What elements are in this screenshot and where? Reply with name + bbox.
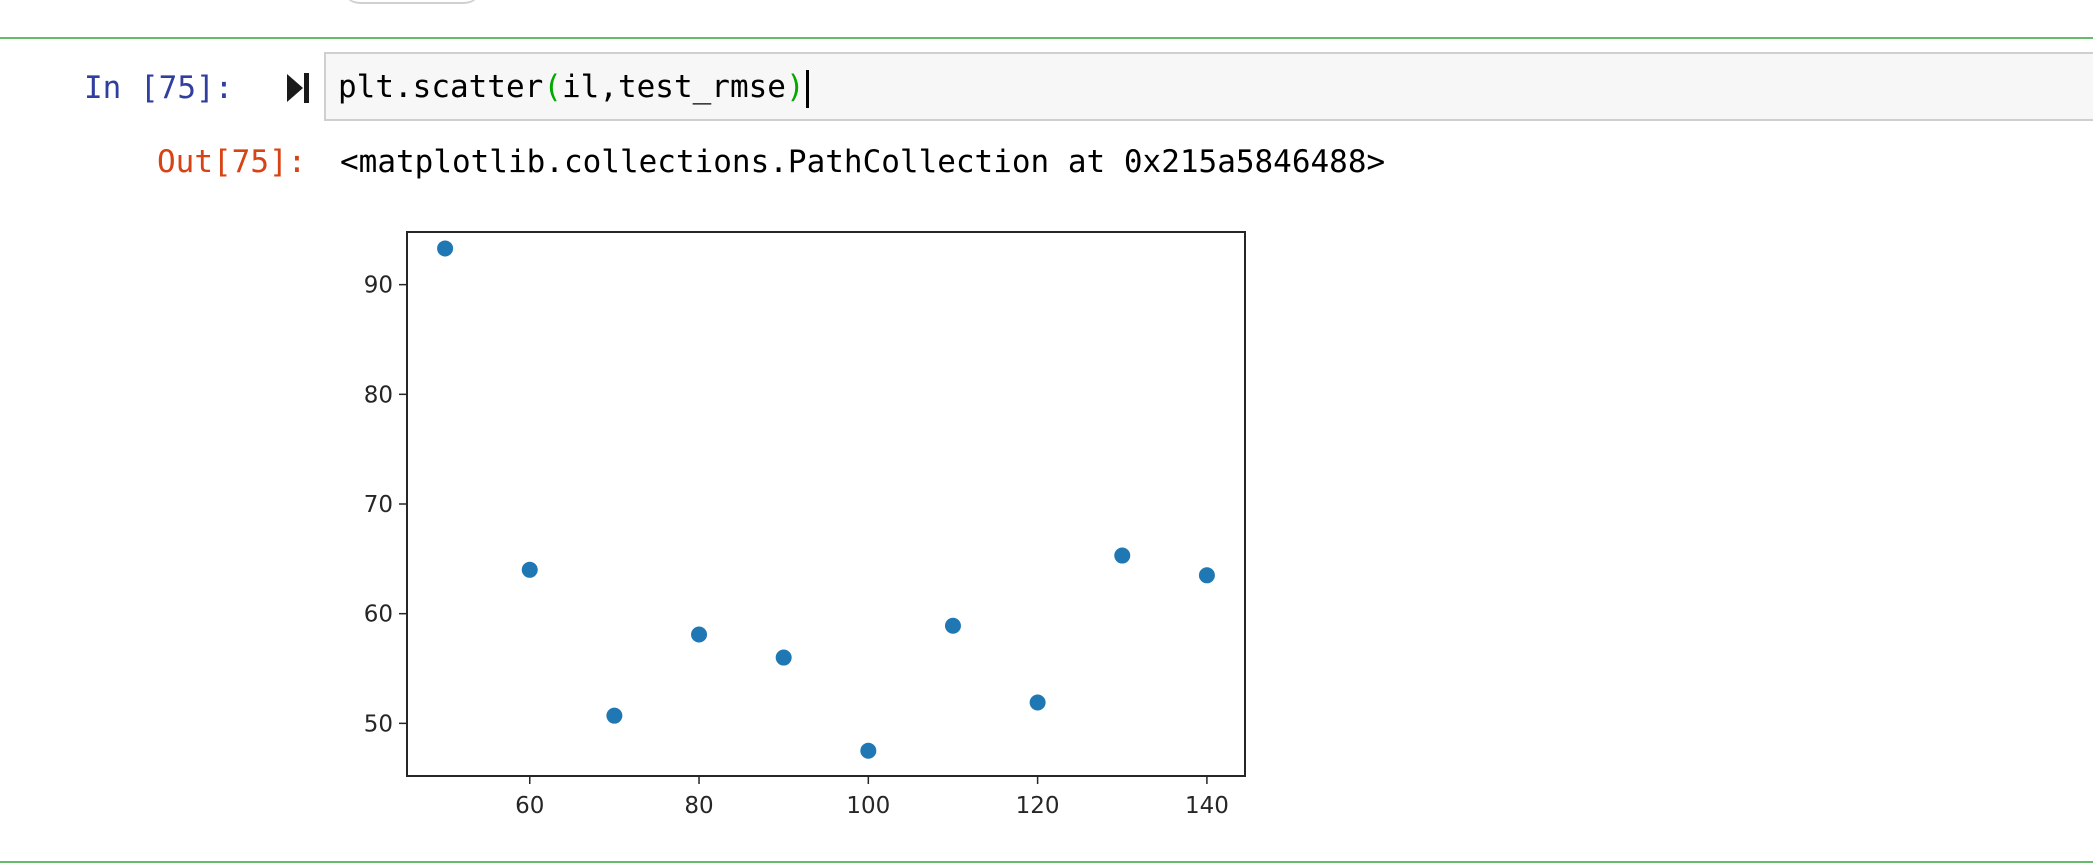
scatter-point xyxy=(437,240,454,257)
y-tick-label: 90 xyxy=(364,273,393,299)
code-open-paren: ( xyxy=(543,69,562,105)
y-tick-label: 50 xyxy=(364,711,393,737)
text-caret xyxy=(805,69,809,108)
cell-border-top xyxy=(0,37,2093,39)
scatter-point xyxy=(1029,694,1046,711)
y-tick-label: 70 xyxy=(364,492,393,518)
x-tick-label: 100 xyxy=(846,793,890,819)
previous-output-glyph xyxy=(342,0,482,4)
code-editor[interactable]: plt.scatter(il,test_rmse) xyxy=(324,52,2093,121)
run-bar-icon xyxy=(304,73,309,103)
run-triangle-icon xyxy=(287,74,303,102)
input-prompt: In [75]: xyxy=(84,70,234,106)
run-cell-icon[interactable] xyxy=(285,72,311,104)
code-function: plt.scatter xyxy=(338,69,544,105)
scatter-point xyxy=(521,561,538,578)
output-prompt: Out[75]: xyxy=(157,144,307,180)
previous-cell-output-tail xyxy=(0,0,2093,38)
y-tick-label: 60 xyxy=(364,602,393,628)
x-tick-label: 120 xyxy=(1016,793,1060,819)
scatter-point xyxy=(1198,567,1215,584)
x-tick-label: 80 xyxy=(684,793,713,819)
x-tick-label: 140 xyxy=(1185,793,1229,819)
scatter-point xyxy=(606,707,623,724)
axes-frame xyxy=(406,231,1246,777)
scatter-point xyxy=(944,617,961,634)
code-close-paren: ) xyxy=(785,69,805,105)
scatter-point xyxy=(691,626,708,643)
plot-marks-group: 60 80 100 120 140 50 60 70 80 90 xyxy=(364,231,1246,819)
code-line: plt.scatter(il,test_rmse) xyxy=(338,65,809,109)
output-text: <matplotlib.collections.PathCollection a… xyxy=(340,144,1386,180)
scatter-point xyxy=(1114,547,1131,564)
cell-border-bottom xyxy=(0,861,2093,863)
code-args: il,test_rmse xyxy=(561,69,786,105)
y-tick-label: 80 xyxy=(364,382,393,408)
scatter-point xyxy=(775,649,792,666)
x-tick-label: 60 xyxy=(515,793,544,819)
scatter-point xyxy=(860,742,877,759)
